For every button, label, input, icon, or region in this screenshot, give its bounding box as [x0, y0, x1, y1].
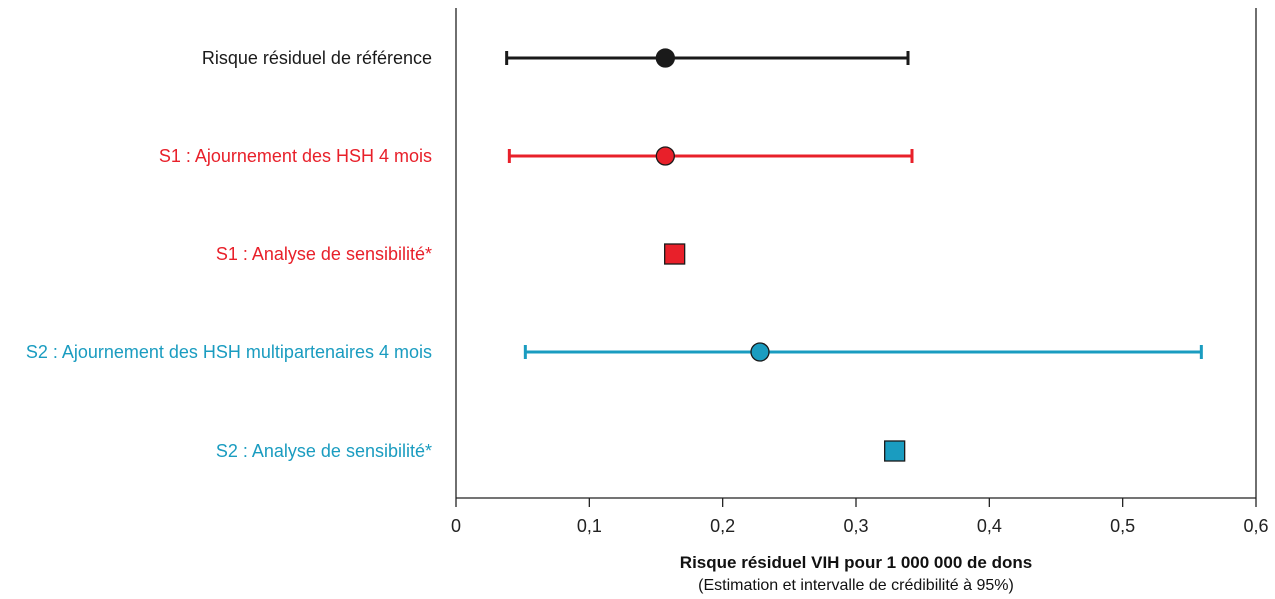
- x-tick-label: 0,1: [577, 516, 602, 536]
- x-tick-label: 0,6: [1243, 516, 1268, 536]
- x-tick-label: 0,4: [977, 516, 1002, 536]
- forest-row: S1 : Ajournement des HSH 4 mois: [159, 146, 914, 166]
- x-tick-label: 0: [451, 516, 461, 536]
- forest-row: S2 : Analyse de sensibilité*: [216, 440, 906, 462]
- estimate-point: [655, 48, 675, 68]
- x-ticks: 0 0,1 0,2 0,3 0,4 0,5 0,6: [451, 498, 1269, 536]
- row-label: S2 : Ajournement des HSH multipartenaire…: [26, 342, 432, 362]
- estimate-point: [750, 342, 770, 362]
- estimate-point: [655, 146, 675, 166]
- x-tick-label: 0,5: [1110, 516, 1135, 536]
- forest-row: Risque résiduel de référence: [202, 48, 910, 68]
- x-axis-label: Risque résiduel VIH pour 1 000 000 de do…: [680, 553, 1032, 572]
- axes: [455, 8, 1257, 499]
- row-label: S2 : Analyse de sensibilité*: [216, 441, 432, 461]
- rows: Risque résiduel de référence S1 : Ajourne…: [26, 48, 1203, 462]
- row-label: S1 : Ajournement des HSH 4 mois: [159, 146, 432, 166]
- row-label: S1 : Analyse de sensibilité*: [216, 244, 432, 264]
- x-tick-label: 0,3: [843, 516, 868, 536]
- x-axis-sublabel: (Estimation et intervalle de crédibilité…: [698, 577, 1014, 594]
- forest-row: S1 : Analyse de sensibilité*: [216, 243, 686, 265]
- x-tick-label: 0,2: [710, 516, 735, 536]
- estimate-point: [664, 243, 686, 265]
- forest-row: S2 : Ajournement des HSH multipartenaire…: [26, 342, 1203, 362]
- row-label: Risque résiduel de référence: [202, 48, 432, 68]
- estimate-point: [884, 440, 906, 462]
